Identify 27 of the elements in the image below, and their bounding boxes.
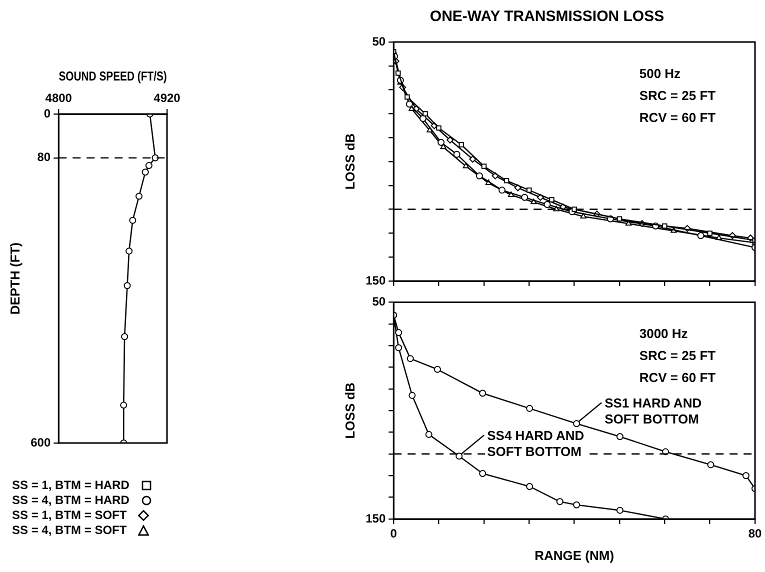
annotation: SRC = 25 FT <box>639 348 716 364</box>
y-tick-label: 150 <box>366 511 386 526</box>
y-axis-title: LOSS dB <box>342 133 358 190</box>
chart-title: ONE-WAY TRANSMISSION LOSS <box>430 8 664 26</box>
annotation: SRC = 25 FT <box>639 88 716 103</box>
legend-label: SS = 4, BTM = SOFT <box>12 523 127 537</box>
y-axis-title: LOSS dB <box>342 382 358 439</box>
annotation: RCV = 60 FT <box>639 110 716 125</box>
annotation: SS4 HARD AND SOFT BOTTOM <box>487 428 584 460</box>
x-axis-title: SOUND SPEED (FT/S) <box>58 69 167 84</box>
annotation: 3000 Hz <box>639 326 688 342</box>
annotation: RCV = 60 FT <box>639 370 716 386</box>
y-tick-label: 50 <box>372 34 386 48</box>
y-tick-label: 150 <box>366 273 386 288</box>
y-tick-label: 600 <box>30 435 51 450</box>
x-axis-title: RANGE (NM) <box>534 548 614 563</box>
y-axis-title: DEPTH (FT) <box>7 242 22 315</box>
y-tick-label: 50 <box>372 294 386 309</box>
annotation: SS1 HARD AND SOFT BOTTOM <box>604 396 702 427</box>
y-tick-label: 80 <box>37 150 51 164</box>
legend-label: SS = 1, BTM = HARD <box>12 478 130 492</box>
x-tick-label: 4800 <box>45 91 72 106</box>
y-tick-label: 0 <box>44 106 51 120</box>
legend-label: SS = 1, BTM = SOFT <box>12 508 127 522</box>
x-tick-label: 4920 <box>154 91 181 106</box>
annotation: 500 Hz <box>639 66 682 81</box>
legend-label: SS = 4, BTM = HARD <box>12 493 130 507</box>
